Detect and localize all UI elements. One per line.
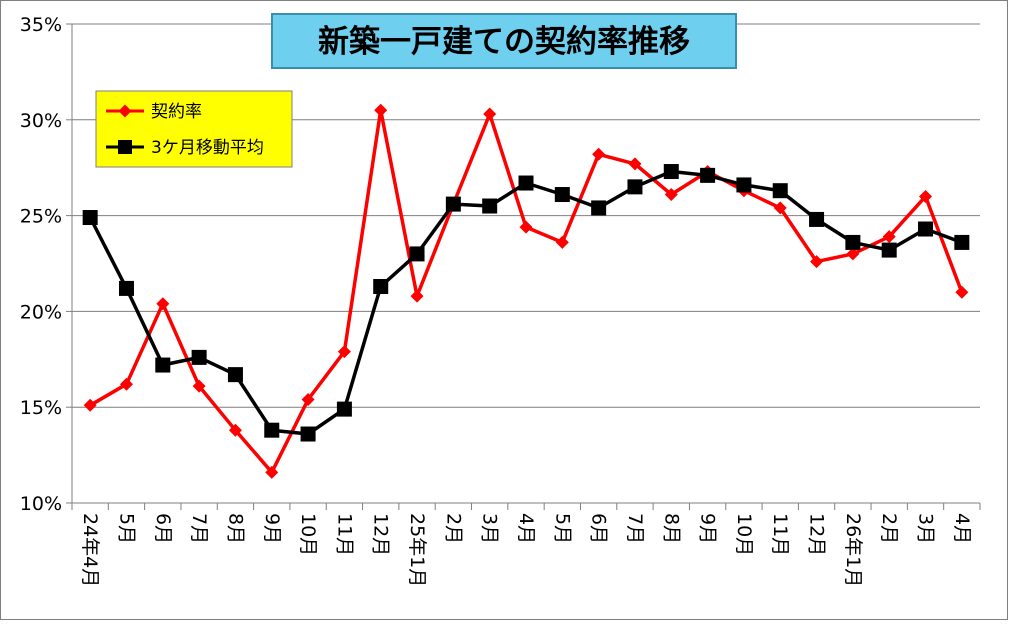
data-point [118, 280, 134, 296]
y-tick-label: 10% [20, 493, 62, 515]
title-box: 新築一戸建ての契約率推移 [271, 13, 737, 69]
x-tick-label: 11月 [333, 513, 355, 556]
data-point [483, 107, 497, 121]
x-tick-label: 12月 [806, 513, 828, 556]
y-tick-label: 30% [20, 110, 62, 132]
legend-marker-series-1 [118, 104, 132, 118]
x-tick-label: 4月 [515, 513, 537, 544]
x-tick-label: 10月 [297, 513, 319, 556]
data-point [954, 234, 970, 250]
data-point [264, 422, 280, 438]
data-point [627, 179, 643, 195]
y-tick-label: 25% [20, 206, 62, 228]
x-tick-label: 12月 [370, 513, 392, 556]
data-point [445, 196, 461, 212]
x-tick-label: 11月 [769, 513, 791, 556]
series-layer [82, 103, 970, 479]
y-tick-label: 35% [20, 14, 62, 36]
data-point [83, 398, 97, 412]
data-point [228, 423, 242, 437]
data-point [519, 220, 533, 234]
data-point [700, 167, 716, 183]
data-point [410, 289, 424, 303]
data-point [373, 278, 389, 294]
x-tick-label: 24年4月 [79, 513, 101, 587]
data-point [156, 297, 170, 311]
data-point [301, 393, 315, 407]
data-point [409, 246, 425, 262]
data-point [809, 211, 825, 227]
legend-marker-series-2 [118, 140, 132, 154]
data-point [337, 345, 351, 359]
data-point [265, 465, 279, 479]
data-point [955, 285, 969, 299]
data-point [374, 103, 388, 117]
data-point [592, 147, 606, 161]
x-tick-label: 6月 [588, 513, 610, 544]
data-point [82, 210, 98, 226]
data-point [518, 175, 534, 191]
data-point [773, 201, 787, 215]
x-tick-label: 3月 [479, 513, 501, 544]
data-point [191, 349, 207, 365]
data-point [192, 379, 206, 393]
title-background [271, 13, 737, 69]
data-point [882, 230, 896, 244]
data-point [918, 221, 934, 237]
axis-layer: 10% 15% 20% 25% 30% 35% 24年4月 5月 6月 7月 8月 9月 10月 11月 1… [20, 14, 981, 587]
data-point [846, 247, 860, 261]
x-tick-label: 5月 [551, 513, 573, 544]
y-tick-label: 20% [20, 301, 62, 323]
data-point [227, 367, 243, 383]
x-tick-label: 4月 [951, 513, 973, 544]
data-point [554, 187, 570, 203]
chart-title: 新築一戸建ての契約率推移 [318, 24, 690, 60]
data-point [591, 200, 607, 216]
data-point [555, 235, 569, 249]
legend-background [95, 90, 293, 168]
data-point [736, 177, 752, 193]
x-tick-label: 6月 [152, 513, 174, 544]
x-tick-label: 2月 [442, 513, 464, 544]
data-point [919, 189, 933, 203]
data-point [119, 377, 133, 391]
x-tick-label: 5月 [115, 513, 137, 544]
x-tick-label: 26年1月 [842, 513, 864, 587]
x-tick-label: 8月 [660, 513, 682, 544]
data-point [336, 401, 352, 417]
x-tick-label: 3月 [915, 513, 937, 544]
data-point [881, 242, 897, 258]
x-tick-label: 25年1月 [406, 513, 428, 587]
data-point [664, 188, 678, 202]
data-point [628, 157, 642, 171]
x-tick-label: 10月 [733, 513, 755, 556]
x-tick-label: 2月 [878, 513, 900, 544]
y-tick-label: 15% [20, 397, 62, 419]
legend: 契約率 3ケ月移動平均 [95, 90, 293, 168]
x-tick-label: 9月 [261, 513, 283, 544]
legend-label-series-2: 3ケ月移動平均 [151, 138, 264, 158]
x-tick-label: 9月 [697, 513, 719, 544]
data-point [300, 426, 316, 442]
data-point [155, 357, 171, 373]
x-tick-label: 7月 [188, 513, 210, 544]
data-point [810, 255, 824, 269]
x-tick-label: 8月 [224, 513, 246, 544]
data-point [772, 183, 788, 199]
data-point [845, 234, 861, 250]
legend-label-series-1: 契約率 [151, 102, 202, 122]
x-tick-label: 7月 [624, 513, 646, 544]
data-point [482, 198, 498, 214]
data-point [663, 164, 679, 180]
